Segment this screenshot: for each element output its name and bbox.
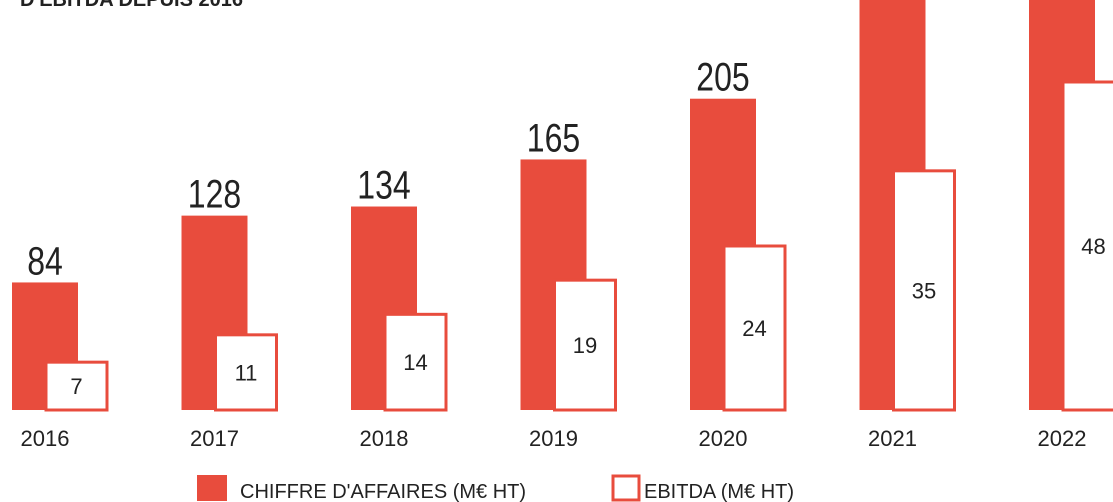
ebitda-bar <box>1061 80 1113 412</box>
x-tick-label: 2016 <box>21 426 70 451</box>
legend-swatch <box>197 475 227 501</box>
revenue-label: 134 <box>357 162 410 207</box>
chart-title: D'EBITDA DEPUIS 2016 <box>20 0 243 11</box>
legend-swatch <box>611 474 641 502</box>
ebitda-label: 35 <box>912 278 936 303</box>
ebitda-bar <box>722 244 787 412</box>
x-tick-label: 2020 <box>699 426 748 451</box>
ebitda-bar <box>892 169 956 412</box>
legend-label: CHIFFRE D'AFFAIRES (M€ HT) <box>240 481 526 502</box>
revenue-label: 84 <box>27 238 63 283</box>
x-tick-label: 2017 <box>190 426 239 451</box>
ebitda-bar <box>383 312 448 412</box>
x-tick-label: 2022 <box>1038 426 1087 451</box>
x-tick-label: 2021 <box>868 426 917 451</box>
revenue-label: 128 <box>188 171 241 216</box>
ebitda-bar <box>553 278 617 412</box>
ebitda-bar <box>214 333 278 412</box>
ebitda-label: 19 <box>573 333 597 358</box>
ebitda-label: 11 <box>235 360 258 385</box>
ebitda-label: 7 <box>70 374 82 399</box>
revenue-label: 165 <box>527 115 580 160</box>
ebitda-label: 24 <box>742 316 766 341</box>
ebitda-label: 14 <box>403 350 427 375</box>
x-tick-label: 2018 <box>360 426 409 451</box>
revenue-label: 205 <box>696 54 749 99</box>
ebitda-label: 48 <box>1081 234 1105 259</box>
legend-label: EBITDA (M€ HT) <box>644 481 794 502</box>
x-tick-label: 2019 <box>529 426 578 451</box>
ebitda-bar <box>44 360 109 412</box>
